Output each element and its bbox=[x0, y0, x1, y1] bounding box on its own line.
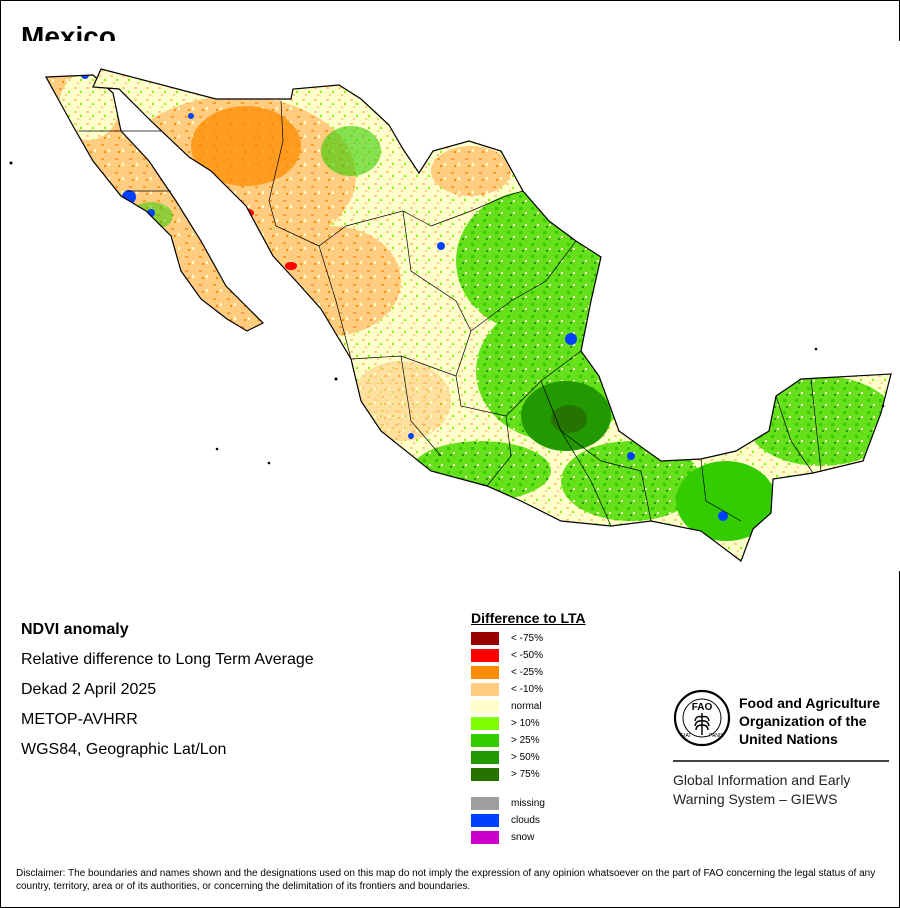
island bbox=[881, 404, 885, 408]
legend-item: > 75% bbox=[471, 766, 586, 783]
legend-label: < -75% bbox=[511, 633, 543, 644]
giews-name: Global Information and Early Warning Sys… bbox=[673, 771, 850, 809]
state-boundaries bbox=[79, 100, 822, 527]
disclaimer: Disclaimer: The boundaries and names sho… bbox=[16, 868, 876, 892]
product-description: Relative difference to Long Term Average bbox=[21, 651, 314, 668]
period: Dekad 2 April 2025 bbox=[21, 681, 157, 698]
legend-item: < -10% bbox=[471, 681, 586, 698]
legend-swatch bbox=[471, 768, 499, 781]
legend-label: missing bbox=[511, 798, 545, 809]
fao-logo-letters: FAO bbox=[692, 702, 713, 713]
legend-swatch bbox=[471, 632, 499, 645]
map-info: NDVI anomaly Relative difference to Long… bbox=[21, 615, 314, 765]
projection: WGS84, Geographic Lat/Lon bbox=[21, 741, 227, 758]
legend-label: > 75% bbox=[511, 769, 540, 780]
legend-label: clouds bbox=[511, 815, 540, 826]
fao-name-line: United Nations bbox=[739, 731, 838, 747]
island bbox=[215, 447, 219, 451]
fao-logo-motto-left: FIAT bbox=[681, 733, 691, 739]
legend-swatch bbox=[471, 649, 499, 662]
divider bbox=[673, 760, 889, 762]
fao-name-line: Food and Agriculture bbox=[739, 695, 881, 711]
legend-label: > 25% bbox=[511, 735, 540, 746]
island bbox=[814, 347, 818, 351]
fao-logo-icon: FAO FIAT PANIS bbox=[673, 689, 731, 747]
fao-logo-motto-right: PANIS bbox=[709, 733, 724, 739]
giews-line: Warning System – GIEWS bbox=[673, 791, 838, 807]
legend-item: > 25% bbox=[471, 732, 586, 749]
legend-item: snow bbox=[471, 829, 586, 846]
sensor: METOP-AVHRR bbox=[21, 711, 138, 728]
legend-swatch bbox=[471, 666, 499, 679]
legend-swatch bbox=[471, 717, 499, 730]
island bbox=[334, 377, 338, 381]
legend-swatch bbox=[471, 831, 499, 844]
legend-item: missing bbox=[471, 795, 586, 812]
legend-title: Difference to LTA bbox=[471, 610, 586, 626]
giews-line: Global Information and Early bbox=[673, 772, 851, 788]
legend-item: > 10% bbox=[471, 715, 586, 732]
island bbox=[267, 461, 271, 465]
legend-swatch bbox=[471, 734, 499, 747]
fao-organization-name: Food and Agriculture Organization of the… bbox=[739, 694, 880, 748]
ndvi-anomaly-map bbox=[1, 41, 900, 571]
legend-label: normal bbox=[511, 701, 542, 712]
legend-swatch bbox=[471, 797, 499, 810]
legend-item: normal bbox=[471, 698, 586, 715]
legend-item: > 50% bbox=[471, 749, 586, 766]
legend-label: < -25% bbox=[511, 667, 543, 678]
legend-label: < -10% bbox=[511, 684, 543, 695]
island bbox=[9, 161, 13, 165]
legend: Difference to LTA < -75% < -50% < -25% <… bbox=[471, 610, 586, 846]
legend-item: < -50% bbox=[471, 647, 586, 664]
legend-label: > 50% bbox=[511, 752, 540, 763]
fao-name-line: Organization of the bbox=[739, 713, 867, 729]
legend-item: clouds bbox=[471, 812, 586, 829]
legend-swatch bbox=[471, 751, 499, 764]
legend-label: > 10% bbox=[511, 718, 540, 729]
legend-label: snow bbox=[511, 832, 535, 843]
legend-swatch bbox=[471, 814, 499, 827]
legend-label: < -50% bbox=[511, 650, 543, 661]
product-name: NDVI anomaly bbox=[21, 621, 129, 638]
legend-swatch bbox=[471, 700, 499, 713]
legend-item: < -25% bbox=[471, 664, 586, 681]
legend-swatch bbox=[471, 683, 499, 696]
legend-item: < -75% bbox=[471, 630, 586, 647]
